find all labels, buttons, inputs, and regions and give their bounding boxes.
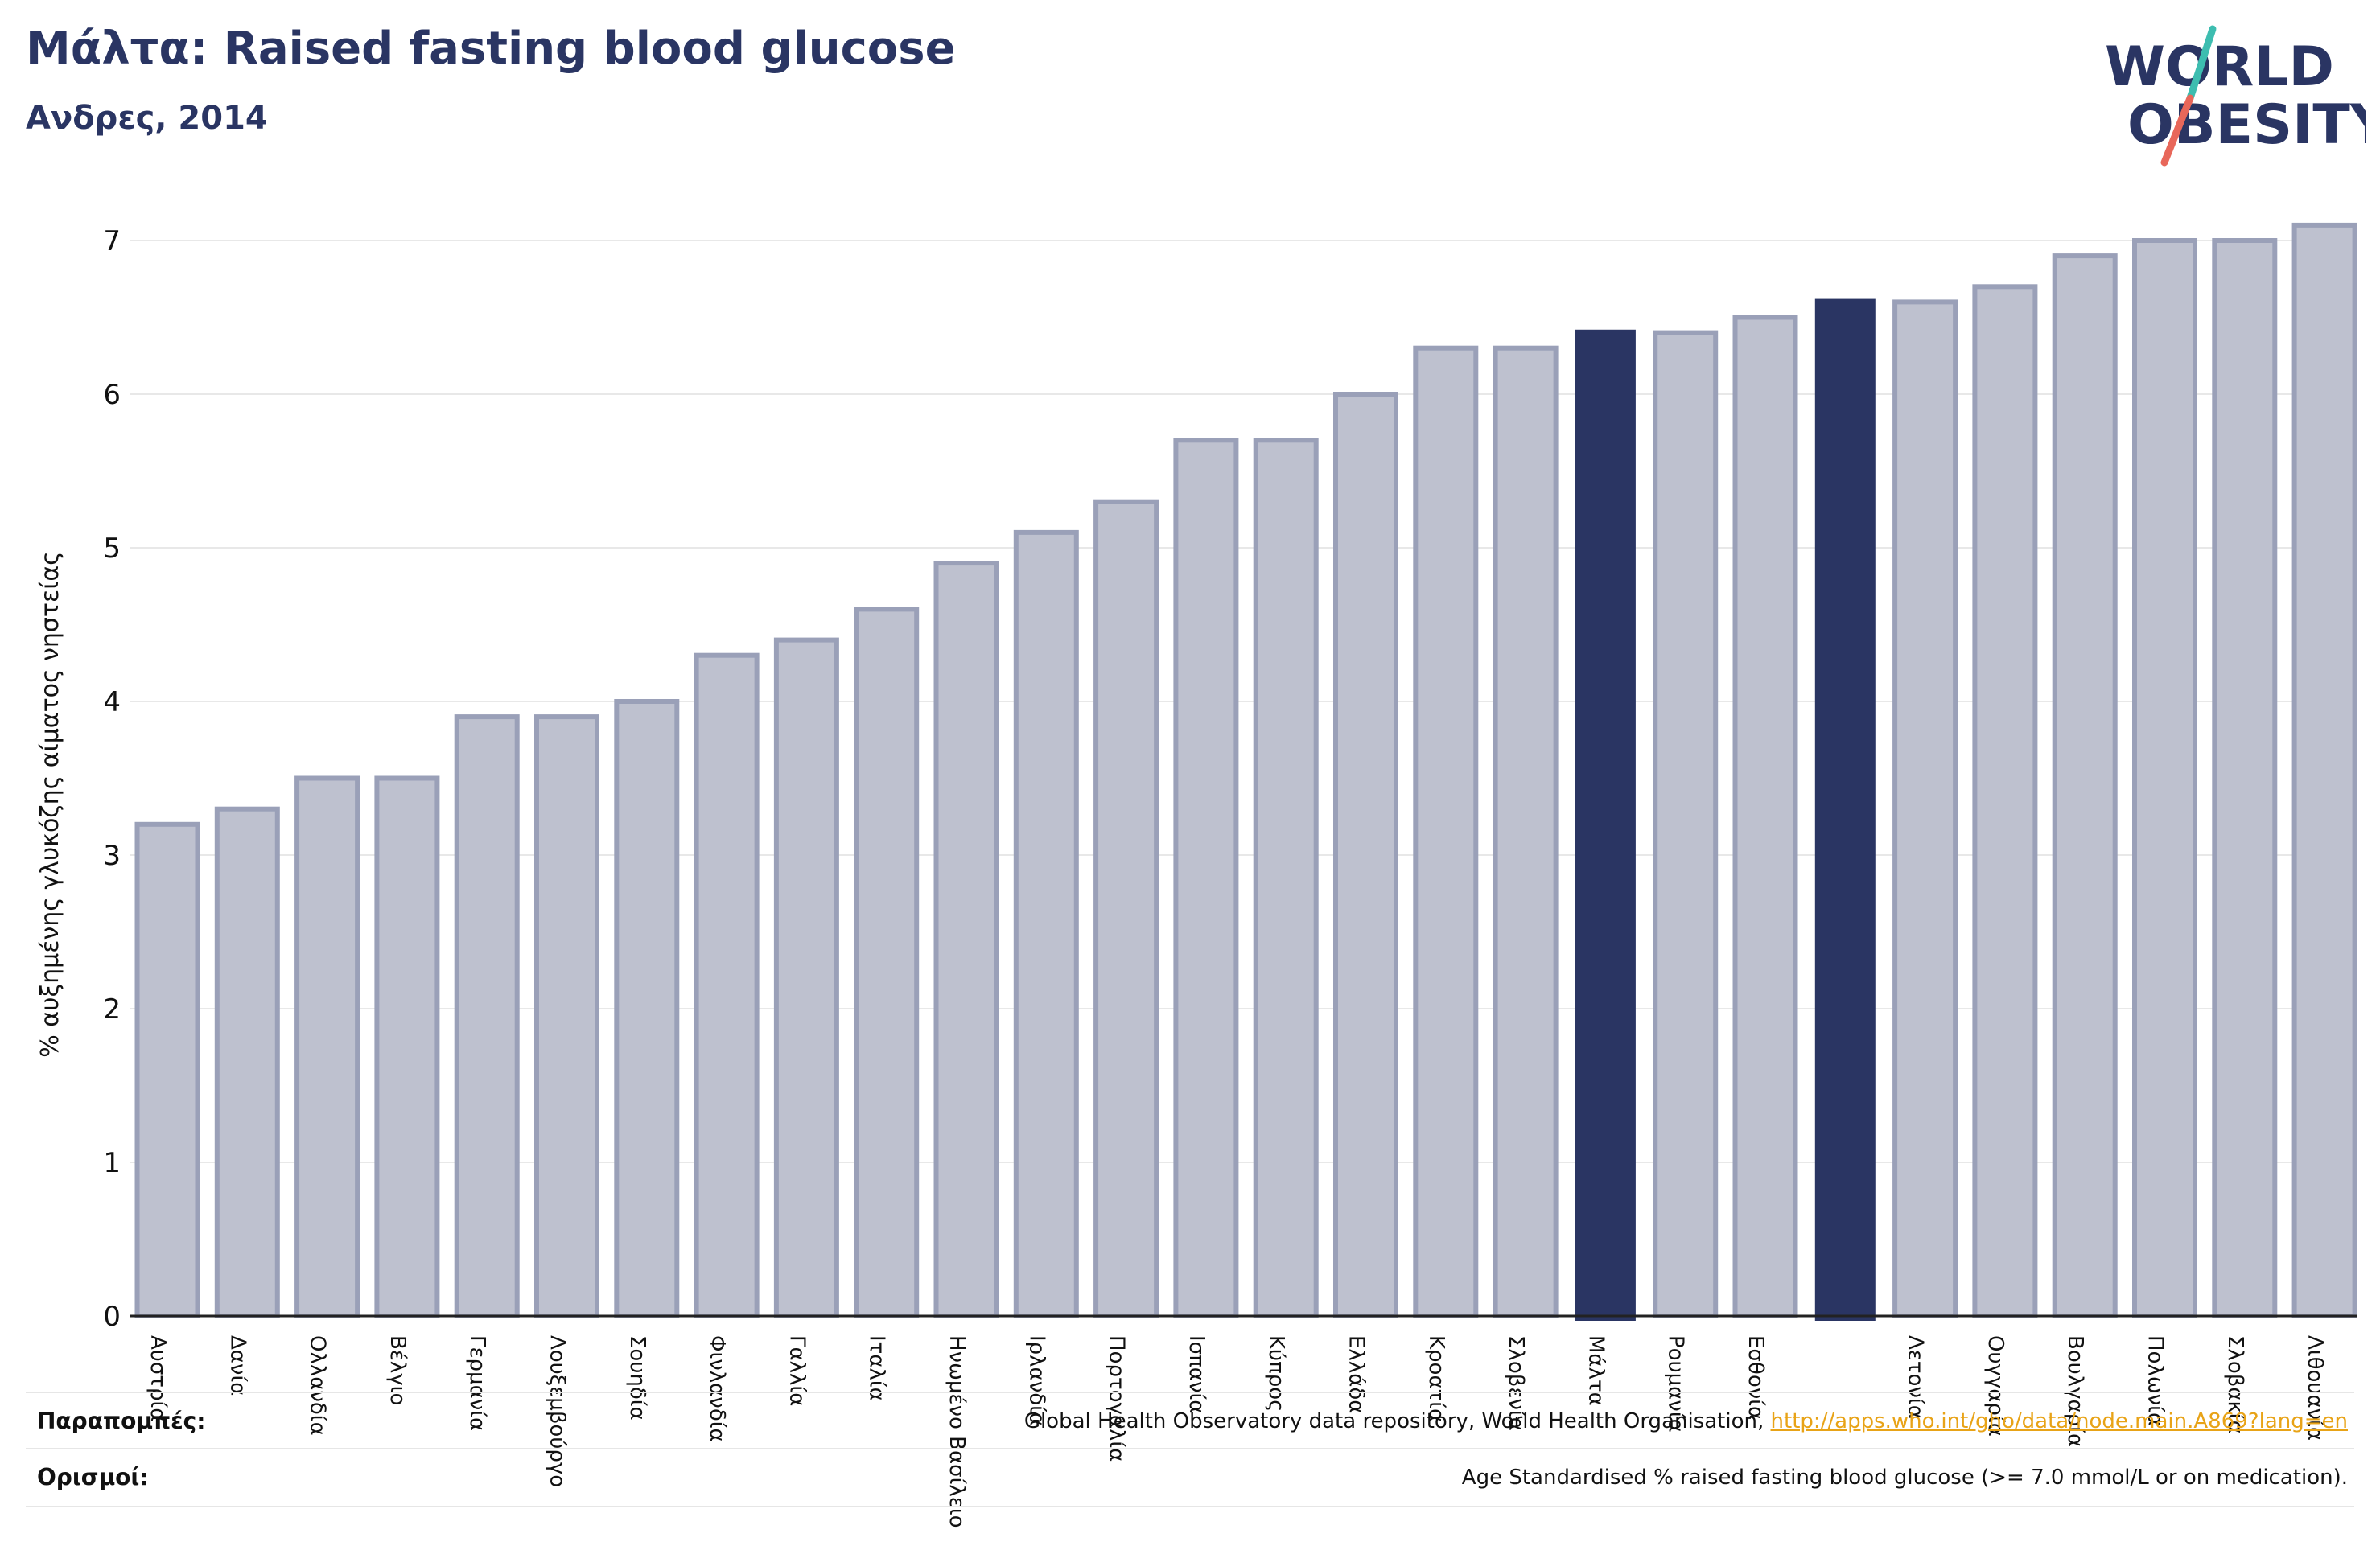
bar-Ρουμανία (1653, 330, 1719, 1319)
bar-unlabeled (1814, 298, 1876, 1322)
x-tick-label: Κροατία (1424, 1335, 1448, 1422)
y-tick-label: 2 (103, 993, 121, 1026)
x-tick-label: Αυστρία (146, 1335, 170, 1421)
references-link[interactable]: http://apps.who.int/gho/data/node.main.A… (1770, 1409, 2348, 1433)
bar-Ολλανδία (294, 775, 360, 1318)
x-tick-label: Ιρλανδία (1024, 1335, 1048, 1426)
definitions-label: Ορισμοί: (37, 1464, 149, 1491)
x-tick-labels: Αυστρία Δανία Ολλανδία Βέλγιο Γερμανία Λουξεμ… (146, 1335, 2327, 1528)
bar-Λιθουανία (2291, 222, 2357, 1318)
x-tick-label: Γερμανία (465, 1335, 489, 1431)
x-tick-label: Μάλτα (1583, 1335, 1608, 1406)
x-tick-label: Πορτογαλία (1105, 1335, 1129, 1462)
definitions-text: Age Standardised % raised fasting blood … (1461, 1466, 2348, 1490)
bar-Ισπανία (1173, 438, 1239, 1318)
x-tick-label: Φινλανδία (705, 1335, 729, 1442)
x-tick-label: Λιθουανία (2303, 1335, 2327, 1441)
logo-slash-teal (2186, 25, 2217, 102)
y-tick-label: 6 (103, 379, 121, 411)
bars (134, 222, 2357, 1322)
bar-Κροατία (1413, 345, 1479, 1319)
y-tick-label: 5 (103, 533, 121, 565)
x-tick-label: Δανία (225, 1335, 249, 1396)
bar-Κύπρος (1253, 438, 1319, 1318)
bar-Γερμανία (454, 714, 520, 1318)
x-tick-label: Ηνωμένο Βασίλειο (945, 1335, 969, 1528)
bar-Αυστρία (134, 821, 200, 1319)
y-tick-label: 7 (103, 225, 121, 257)
bar-Εσθονία (1732, 315, 1798, 1318)
y-axis-label: % αυξημένης γλυκόζης αίματος νηστείας (36, 551, 64, 1057)
bar-Ιταλία (854, 607, 920, 1318)
bar-Ελλάδα (1333, 392, 1398, 1318)
footer-references: Παραπομπές: Global Health Observatory da… (26, 1392, 2354, 1449)
references-source: Global Health Observatory data repositor… (1023, 1409, 1771, 1433)
y-tick-label: 0 (103, 1301, 121, 1333)
bar-Ουγγαρία (1972, 284, 2038, 1318)
bar-Φινλανδία (694, 652, 760, 1318)
bar-Δανία (214, 806, 280, 1318)
x-tick-label: Ισπανία (1184, 1335, 1209, 1413)
chart-title: Μάλτα: Raised fasting blood glucose (26, 23, 956, 75)
x-tick-label: Σλοβακία (2223, 1335, 2247, 1434)
x-tick-label: Βέλγιο (385, 1335, 410, 1405)
bar-Ηνωμένο Βασίλειο (933, 561, 999, 1318)
x-tick-label: Ρουμανία (1664, 1335, 1688, 1433)
references-text: Global Health Observatory data repositor… (1024, 1409, 2348, 1433)
y-tick-label: 1 (103, 1147, 121, 1179)
footer-definitions: Ορισμοί: Age Standardised % raised fasti… (26, 1448, 2354, 1507)
x-tick-label: Λουξεμβούργο (546, 1335, 570, 1487)
logo-slash-red (2160, 94, 2194, 167)
world-obesity-logo: WORLD OBESITY (2105, 25, 2366, 167)
x-tick-label: Εσθονία (1744, 1335, 1768, 1420)
references-label: Παραπομπές: (37, 1408, 206, 1434)
logo-line-1: WORLD (2105, 35, 2334, 99)
bar-Σλοβενία (1493, 345, 1559, 1319)
x-tick-label: Ιταλία (865, 1335, 889, 1401)
x-tick-label: Σουηδία (625, 1335, 649, 1421)
bar-Σλοβακία (2212, 238, 2278, 1318)
bar-Πορτογαλία (1093, 499, 1159, 1318)
bar-Βουλγαρία (2052, 253, 2118, 1319)
bar-Σουηδία (614, 699, 680, 1318)
bar-Βέλγιο (374, 775, 440, 1318)
x-tick-label: Ολλανδία (306, 1335, 330, 1436)
bar-Λετονία (1892, 299, 1958, 1318)
x-tick-label: Βουλγαρία (2063, 1335, 2087, 1447)
bar-Ιρλανδία (1013, 529, 1079, 1318)
x-tick-label: Ουγγαρία (1983, 1335, 2007, 1437)
bar-Πολωνία (2132, 238, 2197, 1318)
y-tick-label: 4 (103, 686, 121, 718)
x-tick-label: Σλοβενία (1504, 1335, 1528, 1431)
x-tick-label: Λετονία (1904, 1335, 1928, 1419)
y-tick-labels: 0 1 2 3 4 5 6 7 (103, 225, 121, 1333)
y-tick-label: 3 (103, 840, 121, 872)
x-tick-label: Γαλλία (784, 1335, 809, 1406)
x-tick-label: Κύπρος (1264, 1335, 1288, 1412)
x-tick-label: Πολωνία (2143, 1335, 2168, 1426)
bar-Γαλλία (773, 637, 839, 1318)
bar-Μάλτα (1575, 329, 1636, 1321)
chart-subtitle: Ανδρες, 2014 (26, 100, 268, 137)
x-tick-label: Ελλάδα (1344, 1335, 1369, 1413)
bar-Λουξεμβούργο (534, 714, 599, 1318)
